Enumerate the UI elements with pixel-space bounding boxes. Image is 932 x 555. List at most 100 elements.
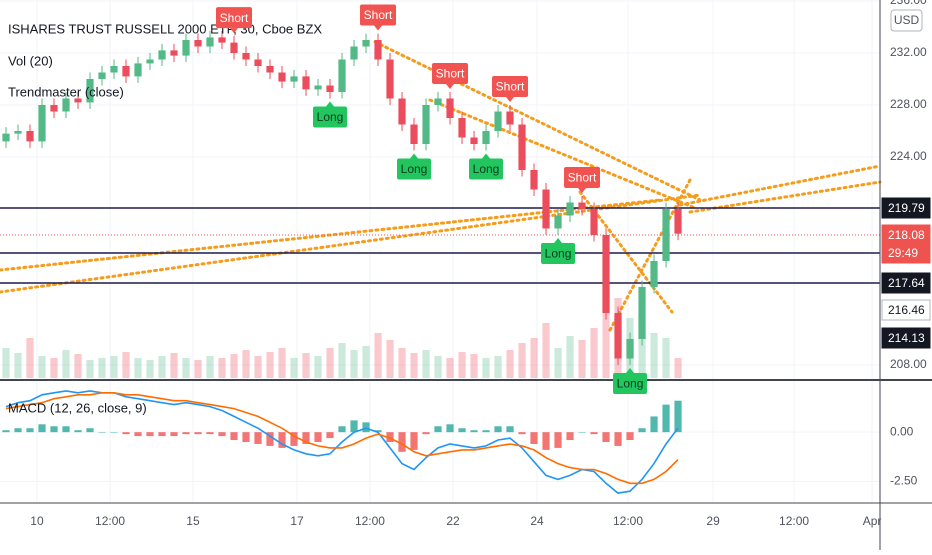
- histogram-bar: [494, 426, 502, 433]
- y-tick-label: 0.00: [890, 424, 914, 438]
- candle-body: [62, 98, 70, 112]
- volume-bar: [26, 338, 34, 378]
- histogram-bar: [86, 428, 94, 433]
- x-tick-label: 12:00: [613, 514, 643, 528]
- candle-body: [122, 66, 130, 77]
- volume-bar: [422, 350, 430, 378]
- volume-bar: [206, 356, 214, 378]
- axis-badge-label: 214.13: [888, 331, 925, 345]
- histogram-bar: [578, 432, 586, 433]
- candle-body: [398, 98, 406, 125]
- volume-bar: [434, 356, 442, 378]
- histogram-bar: [122, 432, 130, 435]
- candle-body: [74, 98, 82, 103]
- signal-label: Long: [401, 162, 428, 176]
- signal-label: Short: [436, 67, 465, 81]
- candle-body: [218, 37, 226, 43]
- histogram-bar: [374, 430, 382, 433]
- volume-bar: [14, 353, 22, 378]
- macd-line: [5, 391, 679, 485]
- symbol-title: ISHARES TRUST RUSSELL 2000 ETF, 30, Cboe…: [8, 21, 322, 36]
- x-tick-label: 22: [446, 514, 460, 528]
- volume-bar: [554, 348, 562, 378]
- y-tick-label: 236.00: [890, 0, 927, 7]
- volume-bar: [662, 338, 670, 378]
- histogram-bar: [158, 432, 166, 437]
- volume-bar: [338, 343, 346, 378]
- volume-bar: [98, 358, 106, 378]
- histogram-bar: [2, 430, 10, 433]
- axis-badge: [881, 327, 931, 349]
- x-tick-label: 24: [530, 514, 544, 528]
- candle-body: [374, 40, 382, 60]
- candle-body: [158, 50, 166, 60]
- histogram-bar: [362, 422, 370, 433]
- histogram-bar: [470, 430, 478, 433]
- candle-body: [446, 98, 454, 118]
- histogram-bar: [482, 430, 490, 433]
- signal-box: [564, 167, 601, 188]
- histogram-bar: [566, 432, 574, 441]
- candle-body: [134, 63, 142, 77]
- histogram-bar: [638, 428, 646, 433]
- candle-body: [470, 137, 478, 144]
- trend-line: [608, 178, 692, 332]
- volume-bar: [266, 352, 274, 378]
- histogram-bar: [662, 404, 670, 433]
- axis-badge: [881, 242, 931, 264]
- volume-bar: [62, 350, 70, 378]
- x-tick-label: 15: [186, 514, 200, 528]
- axis-badges: 219.79 218.08 29:49 217.64 216.46 214.13: [881, 197, 931, 349]
- price-lines: [0, 207, 880, 284]
- volume-bar: [2, 348, 10, 378]
- volume-bar: [530, 338, 538, 378]
- axis-badge-label: 29:49: [888, 246, 918, 260]
- histogram-bar: [50, 426, 58, 433]
- x-tick-label: 17: [290, 514, 304, 528]
- signal-pointer: [506, 97, 515, 102]
- histogram-bar: [398, 432, 406, 452]
- volume-bar: [590, 328, 598, 378]
- histogram-bar: [518, 432, 526, 435]
- y-tick-label: 224.00: [890, 149, 927, 163]
- candle-body: [506, 111, 514, 125]
- histogram-bar: [206, 432, 214, 435]
- candle-body: [110, 66, 118, 73]
- currency-box[interactable]: [890, 9, 923, 32]
- volume-bar: [386, 340, 394, 378]
- candle-body: [170, 50, 178, 56]
- histogram-bar: [542, 432, 550, 450]
- candle-body: [554, 215, 562, 229]
- volume-bar: [518, 343, 526, 378]
- volume-bar: [602, 283, 610, 378]
- histogram-bar: [134, 432, 142, 437]
- histogram-bar: [650, 416, 658, 433]
- candle-body: [266, 66, 274, 73]
- candle-body: [590, 209, 598, 235]
- histogram-bar: [62, 426, 70, 433]
- histogram-bar: [626, 432, 634, 441]
- candle-body: [194, 40, 202, 47]
- candle-body: [494, 111, 502, 131]
- histogram-bar: [230, 432, 238, 441]
- histogram-bar: [386, 432, 394, 442]
- marks: [2, 30, 682, 494]
- volume-bar: [362, 346, 370, 378]
- histogram-bar: [350, 420, 358, 433]
- volume-bar: [74, 354, 82, 378]
- volume-bar: [542, 323, 550, 378]
- axis-badge-label: 219.79: [888, 201, 925, 215]
- trend-line: [373, 40, 702, 202]
- volume-bar: [194, 360, 202, 378]
- candle-body: [650, 261, 658, 287]
- histogram-bar: [98, 432, 106, 433]
- signal-label: Long: [545, 247, 572, 261]
- signal-box: [541, 243, 576, 264]
- candle-body: [26, 131, 34, 142]
- trend-line: [0, 193, 702, 294]
- histogram-bar: [602, 432, 610, 442]
- currency[interactable]: USD: [894, 13, 920, 27]
- x-tick-label: 10: [30, 514, 44, 528]
- candle-body: [410, 124, 418, 144]
- histogram-bar: [614, 432, 622, 446]
